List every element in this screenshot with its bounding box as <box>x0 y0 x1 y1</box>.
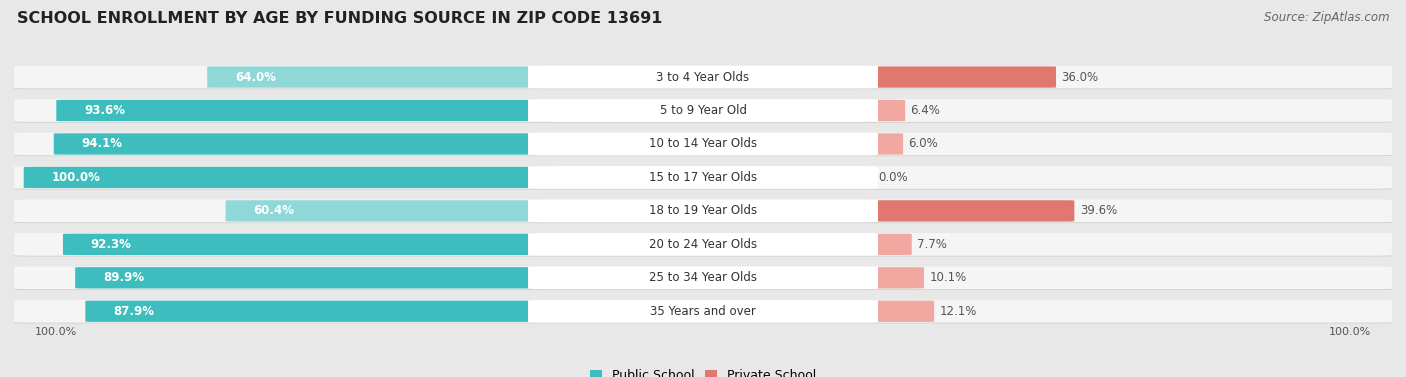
Text: 25 to 34 Year Olds: 25 to 34 Year Olds <box>650 271 756 284</box>
FancyBboxPatch shape <box>529 300 877 323</box>
Text: 60.4%: 60.4% <box>253 204 294 218</box>
Text: 6.0%: 6.0% <box>908 138 938 150</box>
FancyBboxPatch shape <box>14 267 1392 290</box>
Text: 10.1%: 10.1% <box>929 271 967 284</box>
FancyBboxPatch shape <box>851 234 911 255</box>
Text: 7.7%: 7.7% <box>917 238 948 251</box>
FancyBboxPatch shape <box>14 199 1392 222</box>
Text: 10 to 14 Year Olds: 10 to 14 Year Olds <box>650 138 756 150</box>
FancyBboxPatch shape <box>14 167 1392 190</box>
FancyBboxPatch shape <box>225 200 555 222</box>
FancyBboxPatch shape <box>63 234 555 255</box>
Text: 89.9%: 89.9% <box>103 271 143 284</box>
FancyBboxPatch shape <box>14 300 1392 323</box>
FancyBboxPatch shape <box>851 267 924 288</box>
FancyBboxPatch shape <box>14 233 1392 256</box>
Text: 87.9%: 87.9% <box>112 305 153 318</box>
Text: 92.3%: 92.3% <box>90 238 131 251</box>
Text: 93.6%: 93.6% <box>84 104 125 117</box>
FancyBboxPatch shape <box>851 300 934 322</box>
Text: 100.0%: 100.0% <box>51 171 100 184</box>
FancyBboxPatch shape <box>14 233 1392 257</box>
FancyBboxPatch shape <box>14 133 1392 155</box>
Text: 35 Years and over: 35 Years and over <box>650 305 756 318</box>
FancyBboxPatch shape <box>75 267 555 288</box>
FancyBboxPatch shape <box>14 200 1392 223</box>
Text: 12.1%: 12.1% <box>939 305 977 318</box>
Text: 94.1%: 94.1% <box>82 138 122 150</box>
Text: 6.4%: 6.4% <box>911 104 941 117</box>
FancyBboxPatch shape <box>24 167 555 188</box>
FancyBboxPatch shape <box>14 66 1392 89</box>
FancyBboxPatch shape <box>529 66 877 88</box>
FancyBboxPatch shape <box>851 133 903 155</box>
Text: Source: ZipAtlas.com: Source: ZipAtlas.com <box>1264 11 1389 24</box>
FancyBboxPatch shape <box>529 133 877 155</box>
Text: 0.0%: 0.0% <box>877 171 908 184</box>
FancyBboxPatch shape <box>529 99 877 122</box>
Text: 3 to 4 Year Olds: 3 to 4 Year Olds <box>657 70 749 84</box>
FancyBboxPatch shape <box>53 133 555 155</box>
FancyBboxPatch shape <box>529 267 877 289</box>
FancyBboxPatch shape <box>851 100 905 121</box>
FancyBboxPatch shape <box>14 300 1392 323</box>
Text: 18 to 19 Year Olds: 18 to 19 Year Olds <box>650 204 756 218</box>
FancyBboxPatch shape <box>851 200 1074 222</box>
Legend: Public School, Private School: Public School, Private School <box>585 364 821 377</box>
Text: 15 to 17 Year Olds: 15 to 17 Year Olds <box>650 171 756 184</box>
Text: 64.0%: 64.0% <box>235 70 276 84</box>
FancyBboxPatch shape <box>86 300 555 322</box>
FancyBboxPatch shape <box>529 166 877 189</box>
FancyBboxPatch shape <box>851 66 1056 88</box>
FancyBboxPatch shape <box>56 100 555 121</box>
FancyBboxPatch shape <box>14 267 1392 289</box>
FancyBboxPatch shape <box>14 100 1392 123</box>
Text: 39.6%: 39.6% <box>1080 204 1118 218</box>
FancyBboxPatch shape <box>529 233 877 256</box>
FancyBboxPatch shape <box>14 99 1392 122</box>
FancyBboxPatch shape <box>14 66 1392 89</box>
Text: 5 to 9 Year Old: 5 to 9 Year Old <box>659 104 747 117</box>
Text: 36.0%: 36.0% <box>1062 70 1098 84</box>
FancyBboxPatch shape <box>14 133 1392 156</box>
Text: SCHOOL ENROLLMENT BY AGE BY FUNDING SOURCE IN ZIP CODE 13691: SCHOOL ENROLLMENT BY AGE BY FUNDING SOUR… <box>17 11 662 26</box>
FancyBboxPatch shape <box>529 199 877 222</box>
Text: 100.0%: 100.0% <box>1329 327 1371 337</box>
FancyBboxPatch shape <box>14 166 1392 189</box>
Text: 20 to 24 Year Olds: 20 to 24 Year Olds <box>650 238 756 251</box>
FancyBboxPatch shape <box>207 66 555 88</box>
Text: 100.0%: 100.0% <box>35 327 77 337</box>
